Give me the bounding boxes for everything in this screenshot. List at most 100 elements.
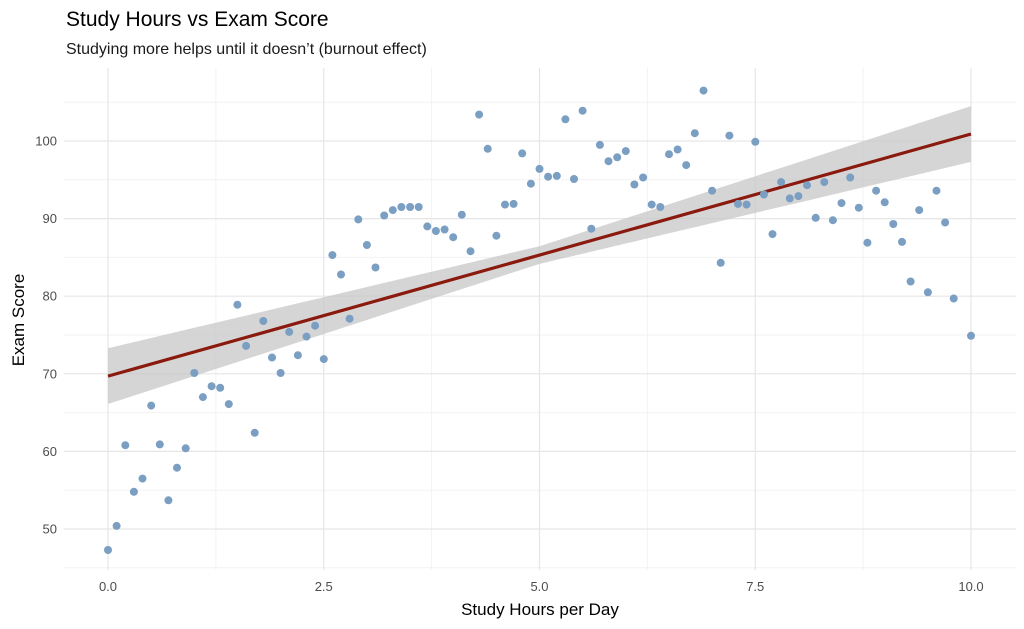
data-point — [526, 179, 535, 188]
data-point — [941, 218, 950, 227]
data-point — [164, 496, 173, 505]
data-point — [915, 206, 924, 215]
data-point — [397, 203, 406, 211]
data-point — [708, 186, 717, 195]
data-point — [630, 180, 639, 189]
data-point — [233, 300, 242, 309]
data-point — [811, 213, 820, 222]
data-point — [216, 383, 225, 392]
data-point — [406, 203, 415, 211]
x-axis-label: Study Hours per Day — [461, 600, 619, 619]
data-point — [932, 186, 941, 195]
data-point — [863, 238, 872, 247]
data-point — [501, 200, 509, 209]
data-point — [880, 198, 889, 207]
data-point — [242, 341, 251, 350]
points-layer — [104, 86, 975, 554]
data-point — [690, 129, 699, 138]
trend-line — [107, 132, 972, 378]
data-point — [224, 400, 233, 409]
data-point — [570, 175, 578, 183]
data-point — [302, 332, 311, 341]
data-point — [319, 355, 328, 364]
data-point — [475, 110, 484, 119]
y-axis-label: Exam Score — [9, 274, 28, 367]
data-point — [949, 294, 958, 303]
data-point — [535, 164, 544, 173]
data-point — [112, 521, 121, 530]
data-point — [639, 173, 648, 182]
data-point — [613, 153, 622, 162]
data-point — [259, 317, 268, 325]
data-point — [388, 206, 397, 215]
data-point — [354, 215, 363, 224]
data-point — [147, 401, 156, 410]
data-point — [854, 203, 863, 212]
data-point — [345, 314, 354, 323]
data-point — [656, 203, 665, 211]
data-point — [431, 227, 440, 235]
data-point — [578, 106, 587, 115]
data-point — [250, 428, 259, 437]
data-point — [423, 222, 432, 231]
data-point — [621, 147, 630, 156]
data-point — [803, 181, 811, 190]
data-point — [967, 331, 975, 340]
data-point — [207, 382, 216, 391]
data-point — [742, 200, 751, 209]
data-point — [785, 194, 794, 203]
data-point — [777, 178, 786, 187]
data-point — [544, 172, 553, 181]
data-point — [699, 86, 708, 95]
data-point — [682, 161, 691, 170]
data-point — [846, 173, 855, 182]
x-axis-ticks: 0.0 2.5 5.0 7.5 10.0 — [99, 579, 984, 594]
data-point — [872, 186, 881, 195]
data-point — [561, 115, 570, 124]
data-point — [466, 247, 475, 256]
data-point — [673, 145, 682, 154]
data-point — [483, 144, 492, 153]
data-point — [587, 224, 596, 233]
data-point — [121, 441, 130, 450]
data-point — [155, 440, 164, 449]
data-point — [518, 149, 527, 158]
data-point — [716, 258, 725, 267]
data-point — [181, 444, 190, 453]
data-point — [449, 233, 458, 242]
data-point — [173, 463, 181, 472]
data-point — [129, 487, 138, 496]
data-point — [828, 216, 837, 225]
x-tick-label: 5.0 — [530, 579, 548, 594]
data-point — [268, 353, 276, 362]
data-point — [276, 369, 285, 377]
data-point — [380, 211, 389, 220]
data-point — [665, 150, 673, 159]
data-point — [889, 220, 898, 228]
y-tick-label: 50 — [43, 522, 57, 537]
data-point — [414, 203, 423, 211]
data-point — [138, 474, 147, 483]
data-point — [311, 321, 320, 330]
data-point — [725, 131, 734, 140]
y-axis-ticks: 50 60 70 80 90 100 — [35, 134, 57, 537]
x-tick-label: 7.5 — [746, 579, 764, 594]
data-point — [837, 199, 846, 208]
data-point — [328, 251, 337, 260]
y-tick-label: 80 — [43, 289, 57, 304]
data-point — [647, 200, 656, 209]
chart-subtitle: Studying more helps until it doesn’t (bu… — [66, 41, 427, 58]
data-point — [906, 277, 915, 286]
y-tick-label: 90 — [43, 211, 57, 226]
y-tick-label: 60 — [43, 444, 57, 459]
data-point — [768, 230, 777, 239]
data-point — [190, 369, 199, 377]
y-tick-label: 70 — [43, 366, 57, 381]
data-point — [595, 140, 604, 149]
data-point — [293, 351, 302, 360]
plot-area — [64, 68, 1016, 570]
data-point — [794, 192, 803, 201]
data-point — [492, 231, 501, 240]
trend-line-layer — [107, 132, 972, 378]
